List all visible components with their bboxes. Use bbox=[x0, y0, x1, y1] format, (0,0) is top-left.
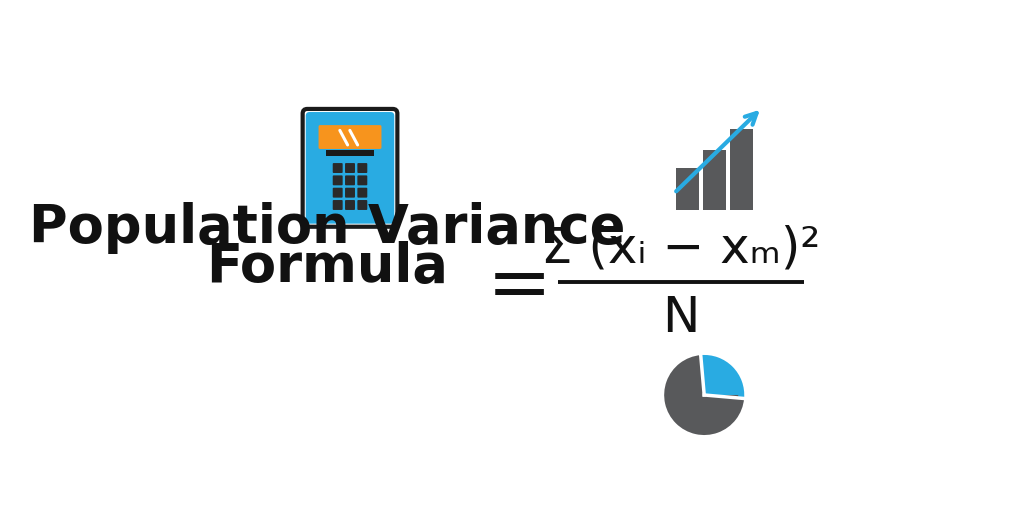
FancyBboxPatch shape bbox=[333, 163, 343, 173]
FancyBboxPatch shape bbox=[357, 200, 368, 210]
FancyBboxPatch shape bbox=[357, 188, 368, 198]
Bar bbox=[730, 129, 753, 210]
FancyBboxPatch shape bbox=[345, 163, 355, 173]
FancyBboxPatch shape bbox=[357, 175, 368, 185]
FancyBboxPatch shape bbox=[333, 200, 343, 210]
Text: Formula: Formula bbox=[206, 240, 447, 292]
FancyBboxPatch shape bbox=[333, 175, 343, 185]
Text: N: N bbox=[663, 294, 699, 342]
FancyBboxPatch shape bbox=[345, 200, 355, 210]
FancyBboxPatch shape bbox=[306, 112, 394, 224]
Wedge shape bbox=[665, 355, 744, 435]
Bar bbox=[676, 168, 698, 210]
Bar bbox=[702, 150, 726, 210]
FancyBboxPatch shape bbox=[333, 188, 343, 198]
Wedge shape bbox=[700, 355, 744, 399]
Text: Σ (xᵢ − xₘ)²: Σ (xᵢ − xₘ)² bbox=[542, 225, 821, 272]
Text: Population Variance: Population Variance bbox=[29, 202, 625, 254]
FancyArrowPatch shape bbox=[676, 113, 757, 191]
FancyBboxPatch shape bbox=[318, 125, 382, 149]
FancyBboxPatch shape bbox=[357, 163, 368, 173]
FancyBboxPatch shape bbox=[345, 175, 355, 185]
FancyBboxPatch shape bbox=[345, 188, 355, 198]
Text: =: = bbox=[486, 249, 552, 325]
Bar bbox=[326, 150, 374, 156]
Wedge shape bbox=[705, 395, 738, 407]
